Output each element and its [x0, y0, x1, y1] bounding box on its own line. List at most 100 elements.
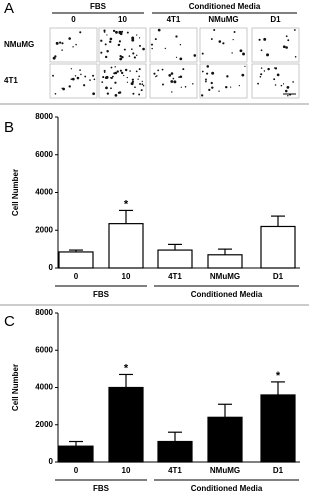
cell-dot [119, 55, 122, 58]
cell-dot [142, 47, 145, 51]
cell-dot [206, 72, 209, 75]
micrograph [98, 63, 147, 99]
cell-dot [155, 75, 157, 78]
cell-dot [179, 57, 183, 61]
cell-dot [52, 56, 56, 60]
cell-dot [83, 84, 86, 87]
y-tick-label: 4000 [35, 188, 53, 197]
x-tick-label: 10 [122, 272, 131, 281]
bar [260, 394, 296, 463]
cell-dot [161, 68, 164, 71]
cell-dot [153, 72, 156, 75]
cell-dot [226, 75, 229, 78]
x-tick-label: 10 [122, 466, 131, 475]
cell-dot [103, 71, 106, 74]
micrograph [251, 63, 300, 99]
cell-dot [126, 76, 128, 79]
cell-dot [182, 68, 185, 71]
cell-dot [121, 55, 124, 59]
column-label: NMuMG [208, 15, 238, 24]
significance-marker: * [276, 370, 281, 382]
cell-dot [135, 54, 138, 57]
cell-dot [76, 76, 80, 80]
cell-dot [84, 75, 87, 78]
cell-dot [114, 66, 116, 68]
cell-dot [157, 69, 160, 72]
cell-dot [210, 81, 213, 85]
cell-dot [211, 71, 215, 75]
y-tick-label: 6000 [35, 150, 53, 159]
micrograph [149, 27, 198, 63]
cell-dot [52, 74, 54, 77]
panel-label: C [4, 313, 15, 330]
cell-dot [70, 78, 73, 81]
cell-dot [132, 92, 135, 95]
cell-dot [135, 70, 138, 73]
cell-dot [294, 55, 297, 58]
cell-dot [72, 46, 74, 48]
cell-dot [232, 38, 234, 41]
cell-dot [263, 70, 266, 72]
cell-dot [80, 73, 82, 76]
cell-dot [70, 68, 73, 70]
micrograph [149, 63, 198, 99]
cell-dot [110, 66, 113, 69]
cell-dot [204, 78, 207, 81]
cell-dot [241, 73, 245, 77]
cell-dot [100, 51, 103, 54]
x-tick-label: D1 [273, 272, 284, 281]
cell-dot [170, 80, 174, 83]
cell-dot [101, 81, 104, 83]
cell-dot [213, 28, 216, 32]
cell-dot [285, 35, 288, 38]
y-tick-label: 2000 [35, 225, 53, 234]
cell-dot [184, 86, 187, 88]
cell-dot [287, 95, 289, 97]
cell-dot [114, 93, 118, 97]
cell-dot [68, 37, 71, 40]
bar [260, 225, 296, 269]
cell-dot [138, 68, 141, 71]
column-label: D1 [270, 15, 281, 24]
cell-dot [210, 38, 213, 40]
cell-dot [276, 73, 280, 77]
significance-marker: * [124, 198, 129, 210]
significance-marker: * [124, 362, 129, 374]
cell-dot [120, 71, 124, 75]
cell-dot [244, 65, 246, 68]
cell-dot [205, 80, 207, 82]
cell-dot [131, 78, 134, 81]
cell-dot [138, 37, 141, 39]
cell-dot [285, 46, 288, 49]
cell-dot [129, 70, 131, 72]
cell-dot [102, 76, 105, 79]
cell-dot [239, 49, 243, 53]
cell-dot [157, 28, 161, 32]
cell-dot [128, 55, 131, 57]
x-tick-label: 0 [74, 272, 79, 281]
bar [108, 223, 144, 269]
cell-dot [193, 54, 197, 57]
cell-dot [259, 75, 262, 78]
cell-dot [119, 57, 123, 61]
cell-dot [201, 94, 204, 97]
micrograph [251, 27, 300, 63]
cell-dot [161, 83, 164, 86]
cell-dot [115, 30, 118, 34]
cell-dot [282, 83, 285, 85]
micrograph [49, 27, 98, 63]
cell-dot [114, 81, 117, 84]
cell-dot [131, 36, 135, 40]
cell-dot [138, 75, 141, 78]
cell-dot [134, 86, 136, 89]
bar [108, 386, 144, 463]
cell-dot [103, 69, 106, 72]
cell-dot [230, 86, 232, 88]
cell-dot [68, 85, 71, 88]
bar [207, 416, 243, 463]
cell-dot [79, 31, 82, 34]
y-tick-label: 0 [49, 457, 54, 466]
cell-dot [192, 83, 194, 85]
cell-dot [117, 91, 121, 94]
row-label: NMuMG [4, 40, 34, 49]
